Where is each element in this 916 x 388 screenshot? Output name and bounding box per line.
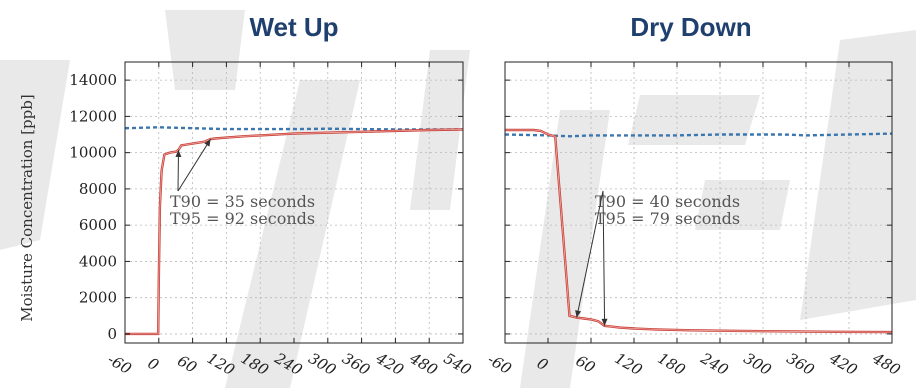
wet-up-annotation-arrowhead-0: [175, 149, 182, 157]
dry-down-xtick-label-240: 240: [697, 349, 732, 380]
dry-down-annotation-arrow-1: [602, 190, 606, 326]
wet-up-ytick-label-0: 0: [107, 325, 117, 343]
wet-up-ytick-label-8000: 8000: [79, 180, 117, 198]
y-axis-label: Moisture Concentration [ppb]: [18, 94, 36, 321]
wet-up-panel: Wet Up 0 2000 4000 6000 8000 10000 12000 14000 -…: [69, 12, 475, 379]
wet-up-ytick-label-2000: 2000: [79, 289, 117, 307]
wet-up-ytick-label-10000: 10000: [69, 144, 117, 162]
wet-up-annotation-arrow-1: [177, 138, 212, 192]
wet-up-measured-series-highlight: [125, 129, 464, 335]
dry-down-xtick-label-420: 420: [826, 349, 861, 380]
wet-up-xtick-label-420: 420: [372, 349, 407, 380]
wet-up-annotation-1: T95 = 92 seconds: [170, 209, 315, 228]
wet-up-xtick-label-0: 0: [145, 354, 163, 375]
dry-down-xtick-label-60: 60: [573, 352, 599, 377]
wet-up-xtick-label-60: 60: [174, 352, 200, 377]
dry-down-reference-series-line: [504, 132, 893, 138]
dry-down-title: Dry Down: [630, 12, 751, 42]
dry-down-xtick-label-120: 120: [612, 349, 646, 379]
wet-up-title: Wet Up: [249, 12, 338, 42]
dry-down-measured-series-highlight: [505, 129, 893, 333]
dry-down-xtick-label-360: 360: [784, 349, 818, 379]
wet-up-xtick-label-540: 540: [441, 349, 475, 379]
dry-down-annotation-arrowhead-0: [575, 310, 582, 318]
dry-down-series: [504, 128, 893, 334]
wet-up-series: [124, 126, 464, 336]
dry-down-xtick-label-180: 180: [655, 349, 689, 379]
wet-up-ytick-label-4000: 4000: [79, 252, 117, 270]
background-watermark: [0, 10, 916, 388]
dry-down-annotation-0: T90 = 40 seconds: [595, 192, 740, 211]
wet-up-xtick-label--60: -60: [105, 350, 135, 378]
wet-up-ytick-label-14000: 14000: [69, 71, 117, 89]
wet-up-annotation-0: T90 = 35 seconds: [170, 192, 315, 211]
wet-up-ytick-label-6000: 6000: [79, 216, 117, 234]
dry-down-xtick-label-300: 300: [741, 349, 775, 379]
dry-down-annotation-1: T95 = 79 seconds: [595, 209, 740, 228]
dry-down-annotation-arrow-0: [576, 190, 604, 318]
wet-up-xtick-label-360: 360: [339, 349, 373, 379]
wet-up-annotation-arrowhead-1: [204, 139, 211, 147]
dry-down-xtick-label--60: -60: [485, 350, 515, 378]
wet-up-ytick-label-12000: 12000: [69, 107, 117, 125]
wet-up-xtick-label-300: 300: [305, 349, 339, 379]
dry-down-xtick-label-480: 480: [869, 349, 904, 380]
dry-down-annotation-arrowhead-1: [601, 318, 608, 326]
dry-down-plot-frame: [504, 61, 893, 344]
wet-up-xtick-label-480: 480: [406, 349, 441, 380]
